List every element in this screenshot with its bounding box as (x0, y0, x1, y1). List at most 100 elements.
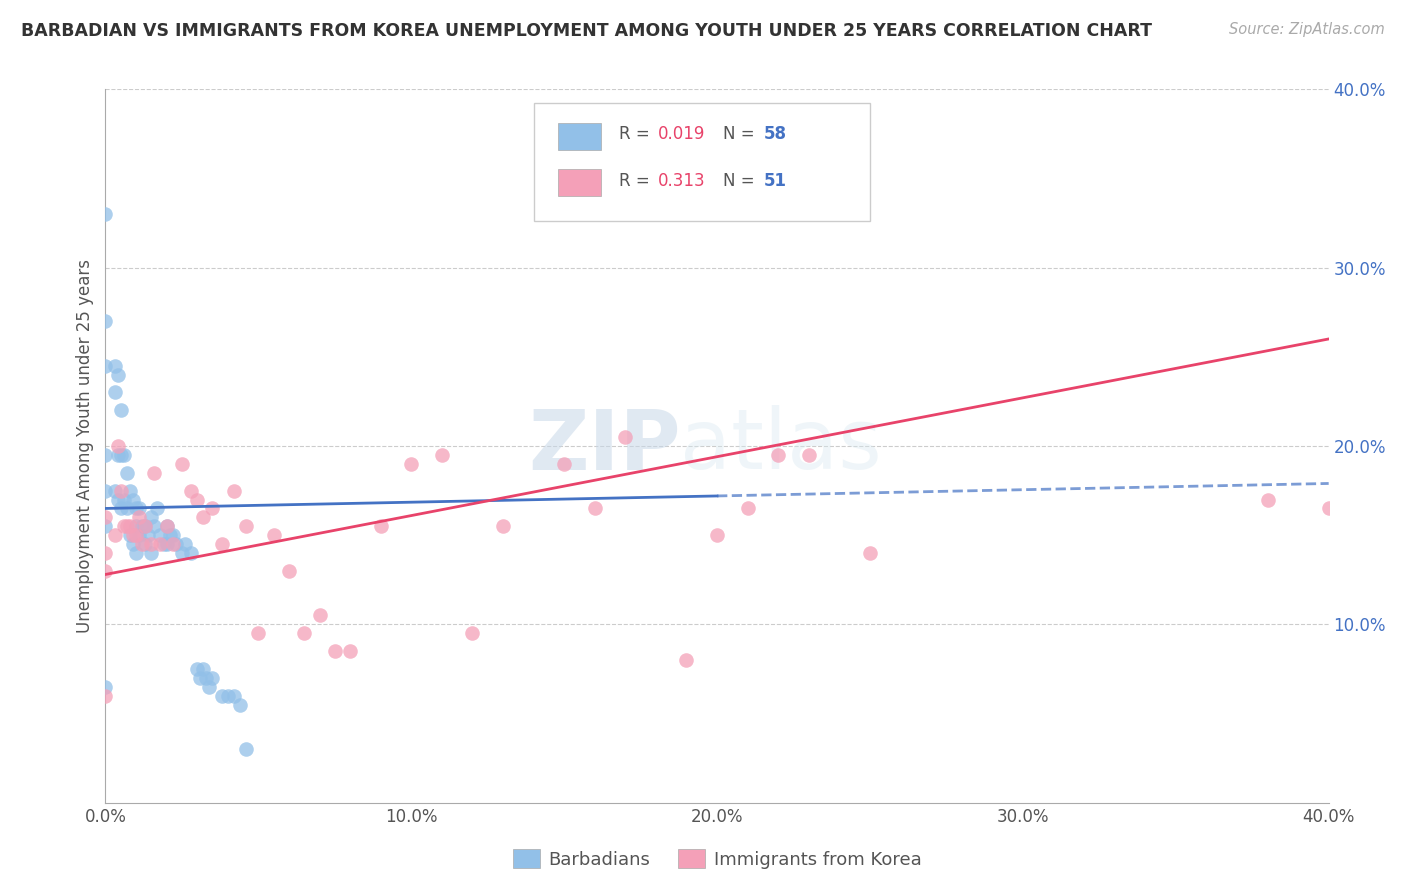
Point (118, 519, 141, 533)
Point (1317, 501, 1340, 516)
Point (110, 501, 132, 516)
Text: R =: R = (619, 125, 655, 143)
Point (583, 501, 606, 516)
Point (94, 564, 117, 578)
Point (107, 439, 129, 453)
Point (186, 662, 208, 676)
FancyBboxPatch shape (558, 169, 600, 196)
Point (229, 698, 252, 712)
Point (155, 519, 177, 533)
Text: atlas: atlas (681, 406, 882, 486)
Point (193, 510, 215, 524)
Point (174, 537, 197, 551)
Point (131, 537, 153, 551)
Point (94, 483, 117, 498)
Point (797, 448, 820, 462)
Point (122, 537, 145, 551)
Point (165, 537, 187, 551)
Point (110, 448, 132, 462)
Point (188, 671, 211, 685)
Point (94, 359, 117, 373)
Point (211, 537, 233, 551)
Point (768, 448, 790, 462)
Point (278, 564, 301, 578)
Point (141, 510, 163, 524)
Point (118, 483, 141, 498)
Point (143, 466, 166, 480)
Point (141, 537, 163, 551)
Point (94, 448, 117, 462)
Point (614, 430, 637, 444)
Point (162, 537, 184, 551)
Point (112, 448, 135, 462)
Point (706, 528, 728, 542)
Point (263, 528, 285, 542)
Point (134, 537, 156, 551)
Point (122, 492, 145, 507)
Point (104, 385, 127, 400)
FancyBboxPatch shape (558, 123, 600, 150)
Point (370, 519, 392, 533)
Point (104, 528, 127, 542)
Point (323, 644, 346, 658)
Point (94, 207, 117, 221)
Point (149, 537, 172, 551)
Text: R =: R = (619, 171, 655, 189)
Text: Source: ZipAtlas.com: Source: ZipAtlas.com (1229, 22, 1385, 37)
Point (136, 528, 159, 542)
Point (128, 501, 150, 516)
Point (115, 501, 138, 516)
Point (107, 368, 129, 382)
Point (128, 510, 150, 524)
Point (112, 492, 135, 507)
Point (339, 644, 361, 658)
Point (128, 528, 150, 542)
Point (193, 662, 215, 676)
Point (401, 457, 423, 471)
Point (143, 519, 166, 533)
Point (125, 528, 148, 542)
Point (170, 546, 193, 560)
Text: 0.019: 0.019 (658, 125, 706, 143)
Text: ZIP: ZIP (527, 406, 681, 486)
Point (155, 537, 177, 551)
Point (222, 689, 245, 703)
Point (107, 448, 129, 462)
Point (146, 501, 169, 516)
Point (1256, 492, 1278, 507)
Point (94, 689, 117, 703)
Text: BARBADIAN VS IMMIGRANTS FROM KOREA UNEMPLOYMENT AMONG YOUTH UNDER 25 YEARS CORRE: BARBADIAN VS IMMIGRANTS FROM KOREA UNEMP… (21, 22, 1152, 40)
Point (122, 528, 145, 542)
Point (222, 483, 245, 498)
Point (104, 483, 127, 498)
Y-axis label: Unemployment Among Youth under 25 years: Unemployment Among Youth under 25 years (76, 259, 94, 633)
Point (110, 403, 132, 417)
Point (180, 546, 202, 560)
Point (110, 483, 132, 498)
Point (737, 501, 759, 516)
Legend: Barbadians, Immigrants from Korea: Barbadians, Immigrants from Korea (505, 842, 929, 876)
Point (94, 546, 117, 560)
Point (94, 314, 117, 328)
Point (430, 448, 453, 462)
Point (152, 537, 174, 551)
Point (112, 519, 135, 533)
Point (859, 546, 882, 560)
Point (159, 528, 181, 542)
Point (292, 626, 315, 640)
Text: 0.313: 0.313 (658, 171, 706, 189)
Point (118, 528, 141, 542)
Point (115, 519, 138, 533)
Point (553, 457, 575, 471)
Point (115, 466, 138, 480)
Point (107, 492, 129, 507)
Text: 58: 58 (763, 125, 786, 143)
Point (235, 742, 257, 756)
Point (94, 510, 117, 524)
Point (180, 483, 202, 498)
Point (186, 492, 208, 507)
Text: N =: N = (723, 125, 761, 143)
Point (492, 519, 515, 533)
Point (134, 519, 156, 533)
FancyBboxPatch shape (533, 103, 870, 221)
